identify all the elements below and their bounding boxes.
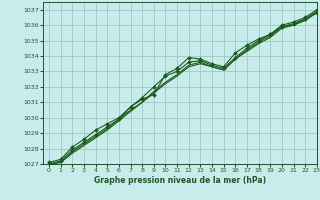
X-axis label: Graphe pression niveau de la mer (hPa): Graphe pression niveau de la mer (hPa) [94, 176, 266, 185]
